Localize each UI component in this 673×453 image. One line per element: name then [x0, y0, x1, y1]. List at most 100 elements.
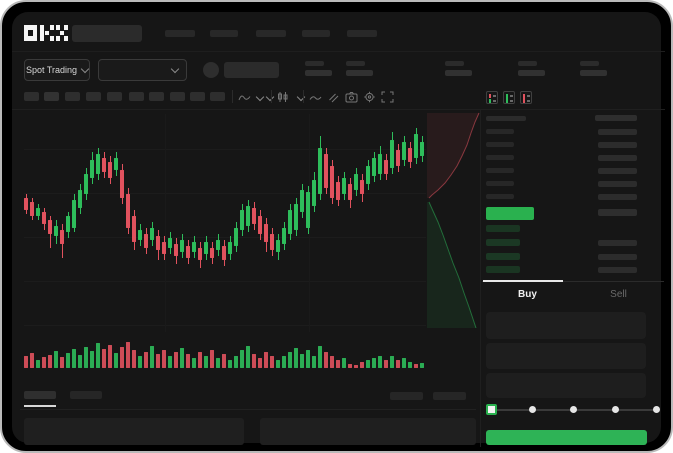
search-bar-skeleton[interactable]: [72, 25, 142, 42]
volume-bar: [390, 356, 394, 368]
volume-bar: [120, 347, 124, 368]
pair-dropdown[interactable]: [98, 59, 187, 81]
ticker-stat-label-skeleton: [305, 61, 324, 66]
volume-bar: [420, 363, 424, 368]
volume-bar: [330, 356, 334, 368]
bid-row-skeleton[interactable]: [486, 239, 520, 246]
ask-row-skeleton[interactable]: [598, 194, 637, 200]
timeframe-button-skeleton[interactable]: [24, 92, 39, 101]
buy-tab-indicator: [483, 280, 563, 282]
volume-bar: [402, 358, 406, 368]
market-type-dropdown[interactable]: Spot Trading: [24, 59, 90, 81]
volume-bar: [144, 352, 148, 368]
slider-step-dot[interactable]: [570, 406, 577, 413]
orders-filter-skeleton[interactable]: [433, 392, 466, 400]
candle-body: [36, 208, 40, 216]
nav-item-skeleton[interactable]: [210, 30, 238, 37]
timeframe-button-skeleton[interactable]: [129, 92, 144, 101]
ask-row-skeleton[interactable]: [486, 142, 514, 147]
candle-body: [258, 216, 262, 234]
timeframe-button-skeleton[interactable]: [170, 92, 185, 101]
slider-step-dot[interactable]: [653, 406, 660, 413]
bid-row-skeleton[interactable]: [598, 254, 637, 260]
last-price-badge[interactable]: [486, 207, 534, 220]
buy-tab[interactable]: Buy: [518, 288, 537, 300]
ask-row-skeleton[interactable]: [486, 181, 514, 186]
draw-tool-icon[interactable]: [326, 90, 340, 104]
slider-step-dot[interactable]: [529, 406, 536, 413]
nav-item-skeleton[interactable]: [256, 30, 286, 37]
bid-row-skeleton[interactable]: [598, 240, 637, 246]
price-field-skeleton[interactable]: [486, 312, 646, 339]
last-price-side-skeleton: [598, 209, 637, 216]
line-tool-icon[interactable]: [308, 90, 322, 104]
candle-body: [108, 162, 112, 178]
candle-body: [150, 228, 154, 240]
ask-row-skeleton[interactable]: [486, 194, 514, 199]
bid-row-skeleton[interactable]: [486, 266, 520, 273]
orders-filter-skeleton[interactable]: [390, 392, 423, 400]
timeframe-button-skeleton[interactable]: [86, 92, 101, 101]
candle-body: [90, 160, 94, 178]
candle-body: [408, 148, 412, 162]
slider-step-dot[interactable]: [612, 406, 619, 413]
ask-row-skeleton[interactable]: [598, 129, 637, 135]
volume-bar: [396, 360, 400, 368]
coin-avatar-skeleton: [203, 62, 219, 78]
volume-bar: [366, 360, 370, 368]
orders-tab-skeleton[interactable]: [24, 391, 56, 399]
chart-settings-icon[interactable]: [362, 90, 376, 104]
ask-row-skeleton[interactable]: [598, 155, 637, 161]
total-field-skeleton[interactable]: [486, 373, 646, 398]
gridline: [24, 237, 426, 238]
timeframe-button-skeleton[interactable]: [65, 92, 80, 101]
screenshot-icon[interactable]: [344, 90, 358, 104]
candle-body: [42, 212, 46, 224]
timeframe-button-skeleton[interactable]: [149, 92, 164, 101]
bid-row-skeleton[interactable]: [598, 267, 637, 273]
volume-bar: [228, 360, 232, 368]
ask-row-skeleton[interactable]: [598, 181, 637, 187]
ask-row-skeleton[interactable]: [486, 129, 514, 134]
nav-item-skeleton[interactable]: [302, 30, 330, 37]
bid-row-skeleton[interactable]: [486, 253, 520, 260]
ticker-stat-label-skeleton: [445, 61, 464, 66]
ask-row-skeleton[interactable]: [598, 168, 637, 174]
amount-field-skeleton[interactable]: [486, 343, 646, 369]
timeframe-button-skeleton[interactable]: [44, 92, 59, 101]
okx-logo: [24, 25, 68, 41]
amount-slider-handle[interactable]: [486, 404, 497, 415]
orderbook-view-bids-icon[interactable]: [503, 91, 515, 104]
candle-body: [312, 180, 316, 206]
timeframe-button-skeleton[interactable]: [210, 92, 225, 101]
orders-divider: [20, 409, 476, 410]
volume-bar: [162, 350, 166, 368]
orderbook-view-all-icon[interactable]: [486, 91, 498, 104]
ask-row-skeleton[interactable]: [486, 168, 514, 173]
candle-body: [252, 208, 256, 224]
volume-bar: [414, 364, 418, 368]
indicators-icon[interactable]: [237, 90, 251, 104]
sell-tab[interactable]: Sell: [610, 288, 627, 300]
ticker-stat-value-skeleton: [580, 70, 607, 76]
buy-button[interactable]: [486, 430, 647, 445]
candle-body: [402, 142, 406, 160]
candle-body: [24, 198, 28, 210]
bid-row-skeleton[interactable]: [486, 225, 520, 232]
timeframe-button-skeleton[interactable]: [107, 92, 122, 101]
volume-bar: [408, 362, 412, 368]
volume-bar: [42, 357, 46, 368]
volume-bar: [270, 356, 274, 368]
orders-tab-skeleton[interactable]: [70, 391, 102, 399]
ask-row-skeleton[interactable]: [486, 155, 514, 160]
fullscreen-icon[interactable]: [380, 90, 394, 104]
candle-type-icon[interactable]: [275, 90, 289, 104]
candle-body: [354, 174, 358, 190]
nav-item-skeleton[interactable]: [347, 30, 377, 37]
ask-row-skeleton[interactable]: [598, 142, 637, 148]
orderbook-view-asks-icon[interactable]: [520, 91, 532, 104]
nav-item-skeleton[interactable]: [165, 30, 195, 37]
timeframe-button-skeleton[interactable]: [190, 92, 205, 101]
